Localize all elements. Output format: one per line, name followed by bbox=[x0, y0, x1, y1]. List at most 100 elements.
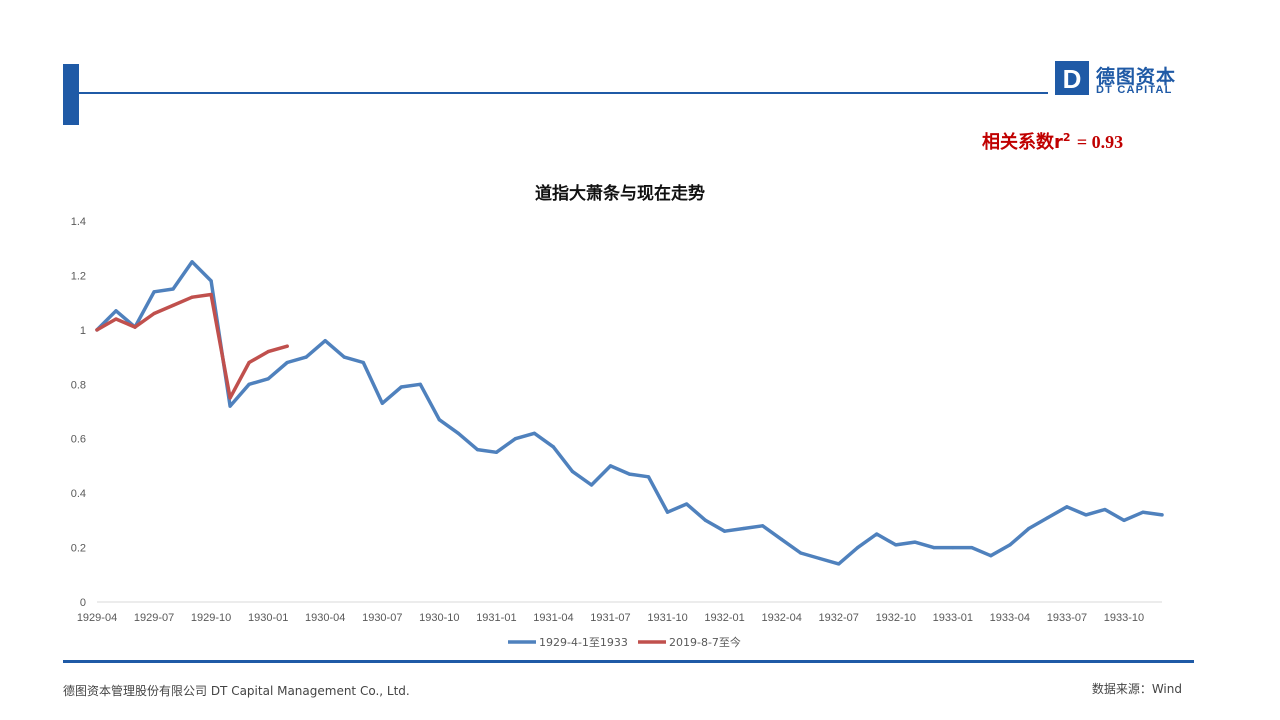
logo-mark-icon: D bbox=[1055, 61, 1089, 95]
series-1-point bbox=[190, 260, 194, 264]
series-1-point bbox=[266, 377, 270, 381]
x-tick-label: 1931-01 bbox=[476, 612, 516, 624]
logo-name-cn: 德图资本 bbox=[1096, 66, 1177, 88]
series-1-point bbox=[646, 475, 651, 479]
x-tick-label: 1929-07 bbox=[134, 612, 174, 624]
series-2-point bbox=[152, 311, 156, 316]
series-1-point bbox=[247, 382, 251, 386]
x-tick-label: 1931-07 bbox=[590, 612, 630, 624]
series-1-point bbox=[532, 431, 537, 435]
series-line-1 bbox=[95, 260, 1164, 566]
series-1-point bbox=[342, 355, 346, 359]
footer-company: 德图资本管理股份有限公司 DT Capital Management Co., … bbox=[63, 684, 410, 698]
series-1-point bbox=[1008, 543, 1012, 547]
header-accent-block bbox=[63, 64, 79, 125]
y-tick-label: 1 bbox=[80, 325, 86, 337]
series-2-point bbox=[171, 303, 175, 307]
header-rule bbox=[79, 92, 1048, 94]
series-1-point bbox=[209, 279, 213, 283]
y-tick-label: 0.2 bbox=[71, 543, 86, 555]
series-1-point bbox=[1122, 518, 1126, 523]
series-1-point bbox=[913, 540, 917, 544]
series-1-point bbox=[875, 532, 879, 536]
x-tick-label: 1932-01 bbox=[704, 612, 744, 624]
series-2-point bbox=[114, 317, 118, 321]
series-1-point bbox=[551, 445, 556, 449]
series-1-point bbox=[513, 437, 518, 441]
series-1-point bbox=[1065, 505, 1069, 509]
series-1-point bbox=[171, 287, 175, 291]
series-2-point bbox=[95, 328, 99, 332]
footer-source: 数据来源：Wind bbox=[1091, 682, 1182, 696]
series-1-point bbox=[494, 450, 498, 454]
footer-rule bbox=[63, 660, 1194, 663]
x-tick-label: 1933-04 bbox=[990, 612, 1030, 624]
y-tick-label: 1.2 bbox=[71, 270, 86, 282]
series-1-point bbox=[304, 355, 308, 359]
correlation-superscript: 2 bbox=[1062, 131, 1071, 144]
series-1-point bbox=[1084, 513, 1088, 517]
dt-capital-logo: D 德图资本 DT CAPITAL bbox=[1055, 60, 1190, 100]
series-1-point bbox=[665, 510, 670, 514]
series-1-point bbox=[780, 537, 784, 542]
x-tick-label: 1933-01 bbox=[933, 612, 973, 624]
series-1-point bbox=[1027, 526, 1031, 531]
x-tick-label: 1930-07 bbox=[362, 612, 402, 624]
correlation-value: = 0.93 bbox=[1076, 132, 1124, 152]
series-1-point bbox=[608, 464, 613, 468]
series-1-point bbox=[323, 339, 327, 343]
x-tick-label: 1932-07 bbox=[819, 612, 859, 624]
series-2-point bbox=[133, 325, 137, 329]
correlation-label: 相关系数r bbox=[982, 132, 1063, 153]
y-tick-label: 1.4 bbox=[71, 216, 86, 228]
series-1-point bbox=[932, 546, 936, 550]
logo-letter: D bbox=[1063, 64, 1082, 94]
series-1-point bbox=[894, 543, 898, 547]
x-tick-label: 1931-10 bbox=[647, 612, 687, 624]
series-1-point bbox=[361, 360, 365, 365]
series-1-point bbox=[437, 418, 441, 422]
y-tick-label: 0.8 bbox=[71, 379, 86, 391]
series-1-point bbox=[989, 554, 993, 558]
x-tick-label: 1931-04 bbox=[533, 612, 573, 624]
series-1-point bbox=[228, 404, 232, 408]
series-1-point bbox=[285, 360, 289, 365]
x-tick-label: 1933-07 bbox=[1047, 612, 1087, 624]
series-1-point bbox=[761, 524, 765, 528]
x-tick-label: 1929-10 bbox=[191, 612, 231, 624]
series-1-point bbox=[970, 546, 974, 550]
series-1-point bbox=[723, 529, 727, 533]
series-1-point bbox=[818, 556, 822, 561]
x-tick-label: 1929-04 bbox=[77, 612, 117, 624]
logo-name-en: DT CAPITAL bbox=[1096, 84, 1173, 96]
legend-label-1: 1929-4-1至1933 bbox=[539, 636, 628, 649]
series-1-point bbox=[1046, 516, 1050, 520]
x-tick-label: 1933-10 bbox=[1104, 612, 1144, 624]
x-tick-label: 1932-04 bbox=[761, 612, 801, 624]
series-1-point bbox=[837, 562, 841, 566]
x-tick-label: 1930-01 bbox=[248, 612, 288, 624]
y-tick-label: 0.6 bbox=[71, 434, 86, 446]
x-tick-label: 1932-10 bbox=[876, 612, 916, 624]
series-1-point bbox=[856, 546, 860, 550]
series-1-point bbox=[1160, 513, 1164, 517]
series-1-point bbox=[685, 502, 689, 506]
x-tick-label: 1930-10 bbox=[419, 612, 459, 624]
correlation-annotation: 相关系数r2 = 0.93 bbox=[982, 128, 1123, 154]
series-2-point bbox=[190, 295, 194, 299]
series-1-point bbox=[380, 401, 384, 405]
y-tick-label: 0.4 bbox=[71, 488, 86, 500]
series-1-point bbox=[475, 448, 479, 452]
series-1-point bbox=[742, 526, 746, 531]
series-2-point bbox=[285, 344, 289, 348]
series-1-point bbox=[570, 469, 575, 473]
y-tick-label: 0 bbox=[80, 597, 86, 609]
series-1-point bbox=[418, 382, 422, 386]
series-1-point bbox=[951, 546, 955, 550]
series-1-point bbox=[456, 431, 460, 435]
series-1-point bbox=[1141, 510, 1145, 514]
series-1-point bbox=[589, 483, 594, 487]
series-2-point bbox=[266, 350, 270, 354]
series-1-point bbox=[799, 551, 803, 555]
